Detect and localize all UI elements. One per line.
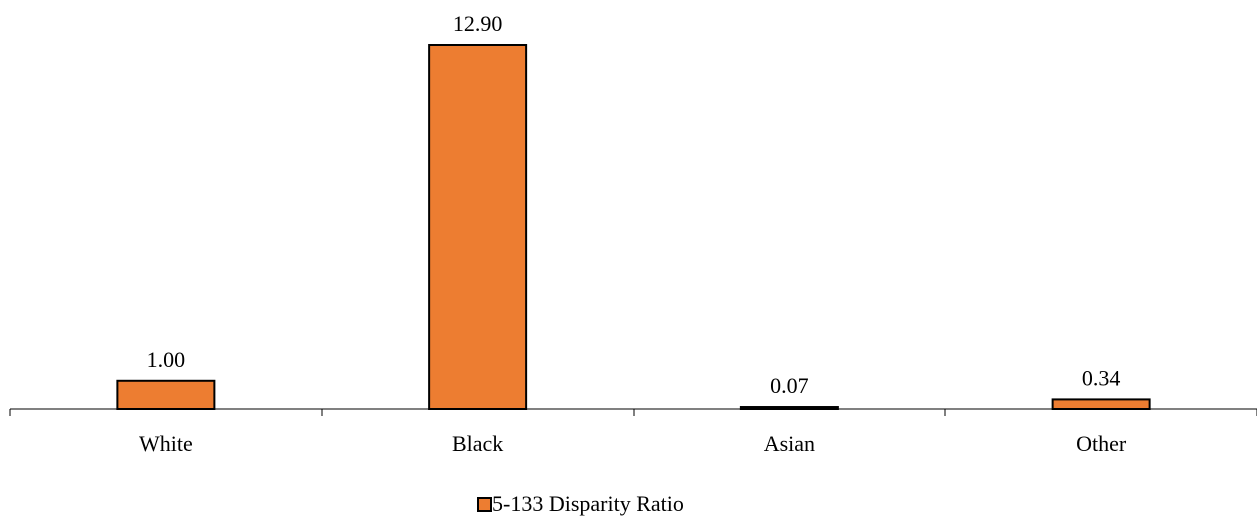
tick-label-black: Black xyxy=(452,431,503,456)
data-label-other: 0.34 xyxy=(1082,365,1121,390)
x-axis-ticks xyxy=(9,409,1257,416)
tick-label-asian: Asian xyxy=(764,431,815,456)
data-label-black: 12.90 xyxy=(453,11,503,36)
data-label-asian: 0.07 xyxy=(770,373,809,398)
legend: 5-133 Disparity Ratio xyxy=(477,491,684,516)
bar-black xyxy=(428,44,528,410)
x-axis-tick-labels: White Black Asian Other xyxy=(139,431,1127,456)
legend-label: 5-133 Disparity Ratio xyxy=(492,491,684,516)
bar-white xyxy=(116,379,216,411)
data-labels-group: 1.00 12.90 0.07 0.34 xyxy=(147,11,1121,398)
data-label-white: 1.00 xyxy=(147,347,186,372)
tick-label-white: White xyxy=(139,431,193,456)
legend-swatch xyxy=(477,497,492,512)
tick-label-other: Other xyxy=(1076,431,1127,456)
bar-other xyxy=(1051,398,1151,410)
bars-group xyxy=(116,44,1151,411)
